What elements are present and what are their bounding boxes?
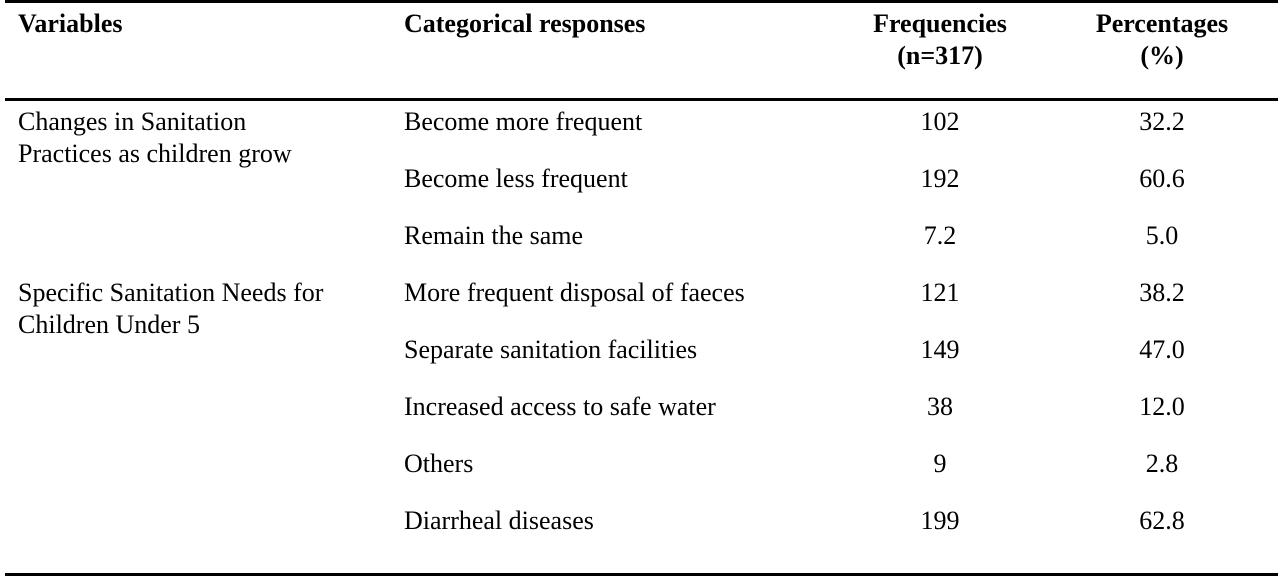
table-bottom-rule xyxy=(5,573,1278,576)
header-percentages: Percentages (%) xyxy=(1072,8,1252,72)
table-cell-response: Others xyxy=(404,449,474,478)
table-cell-frequency: 192 xyxy=(920,164,960,193)
table-cell-response: Increased access to safe water xyxy=(404,392,716,421)
table-cell-frequency: 7.2 xyxy=(923,221,957,250)
header-frequencies-line1: Frequencies xyxy=(873,9,1007,38)
variable-label-line: Specific Sanitation Needs for xyxy=(18,278,324,307)
table-cell-response: Diarrheal diseases xyxy=(404,506,594,535)
variable-label-sanitation-changes: Changes in Sanitation Practices as child… xyxy=(18,106,292,170)
header-categorical-responses: Categorical responses xyxy=(404,8,645,40)
table-header-rule xyxy=(5,98,1278,101)
header-categorical-responses-text: Categorical responses xyxy=(404,9,646,38)
table-cell-percentage: 38.2 xyxy=(1139,278,1185,307)
table-cell-frequency: 149 xyxy=(920,335,960,364)
header-variables: Variables xyxy=(18,8,123,40)
table-cell-frequency: 199 xyxy=(920,506,960,535)
variable-label-line: Children Under 5 xyxy=(18,310,200,339)
table-cell-response: Become more frequent xyxy=(404,107,643,136)
table-cell-percentage: 60.6 xyxy=(1139,164,1185,193)
table-cell-frequency: 38 xyxy=(927,392,953,421)
table-cell-percentage: 2.8 xyxy=(1145,449,1179,478)
variable-label-line: Practices as children grow xyxy=(18,139,292,168)
table-cell-percentage: 47.0 xyxy=(1139,335,1185,364)
variable-label-line: Changes in Sanitation xyxy=(18,107,247,136)
table-cell-response: More frequent disposal of faeces xyxy=(404,278,745,307)
table-cell-percentage: 62.8 xyxy=(1139,506,1185,535)
table-cell-response: Remain the same xyxy=(404,221,584,250)
table-cell-frequency: 121 xyxy=(920,278,960,307)
table-cell-frequency: 102 xyxy=(920,107,960,136)
variable-label-specific-needs: Specific Sanitation Needs for Children U… xyxy=(18,277,323,341)
table-cell-percentage: 32.2 xyxy=(1139,107,1185,136)
header-frequencies: Frequencies (n=317) xyxy=(850,8,1030,72)
header-variables-text: Variables xyxy=(18,9,123,38)
table-cell-percentage: 12.0 xyxy=(1139,392,1185,421)
table-cell-response: Become less frequent xyxy=(404,164,628,193)
table-cell-percentage: 5.0 xyxy=(1145,221,1179,250)
header-frequencies-line2: (n=317) xyxy=(897,41,983,70)
table-cell-response: Separate sanitation facilities xyxy=(404,335,698,364)
header-percentages-line1: Percentages xyxy=(1095,9,1229,38)
table-cell-frequency: 9 xyxy=(933,449,947,478)
table-top-rule xyxy=(5,0,1278,3)
header-percentages-line2: (%) xyxy=(1140,41,1184,70)
